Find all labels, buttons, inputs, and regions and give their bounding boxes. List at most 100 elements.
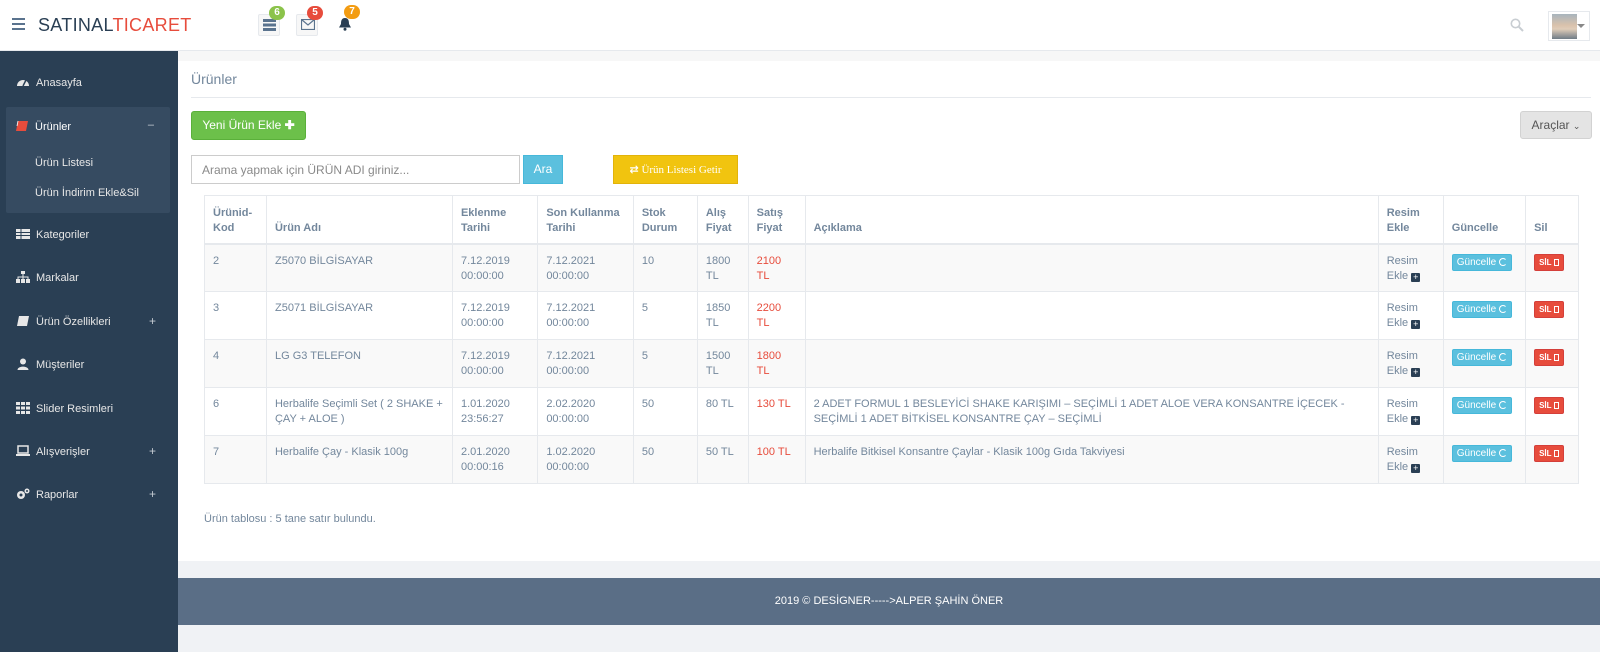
table-row: 6 Herbalife Seçimli Set ( 2 SHAKE + ÇAY … xyxy=(204,387,1579,436)
plus-icon: ✚ xyxy=(284,118,295,132)
user-avatar[interactable] xyxy=(1548,11,1590,41)
sidebar-item-raporlar[interactable]: Raporlar + xyxy=(0,475,178,515)
cell-stock: 50 xyxy=(632,435,698,484)
top-navbar: SATINALTICARET 6 5 7 xyxy=(0,0,1600,51)
cell-update: Güncelle xyxy=(1442,243,1527,292)
cell-add-image: Resim Ekle + xyxy=(1377,387,1444,436)
column-header: Son Kullanma Tarihi xyxy=(537,195,634,245)
trash-icon xyxy=(1553,402,1559,409)
table-icon xyxy=(16,229,30,239)
plus-square-icon: + xyxy=(1411,367,1421,377)
sidebar-item-label: Ürün Özellikleri xyxy=(36,316,111,328)
add-image-link[interactable]: Resim Ekle + xyxy=(1387,350,1421,377)
delete-button[interactable]: SİL xyxy=(1534,253,1564,271)
update-button[interactable]: Güncelle xyxy=(1451,349,1513,366)
sidebar-item-slider-resimleri[interactable]: Slider Resimleri xyxy=(0,389,178,429)
brand-right: TICARET xyxy=(112,15,192,35)
delete-button[interactable]: SİL xyxy=(1534,397,1564,414)
expand-icon[interactable]: + xyxy=(148,487,156,501)
collapse-icon[interactable]: – xyxy=(147,119,154,131)
expand-icon[interactable]: + xyxy=(148,314,156,328)
update-button[interactable]: Güncelle xyxy=(1451,445,1513,462)
row-count-summary: Ürün tablosu : 5 tane satır bulundu. xyxy=(204,513,376,525)
add-product-button[interactable]: Yeni Ürün Ekle ✚ xyxy=(191,111,306,140)
cell-buy-price: 80 TL xyxy=(696,387,749,436)
delete-button[interactable]: SİL xyxy=(1534,301,1564,318)
grid-icon xyxy=(16,402,30,414)
cell-expiry: 2.02.2020 00:00:00 xyxy=(537,387,634,436)
plus-square-icon: + xyxy=(1411,415,1421,425)
table-row: 3 Z5071 BİLGİSAYAR 7.12.2019 00:00:00 7.… xyxy=(204,291,1579,340)
sidebar-subitem-urun-indirim[interactable]: Ürün İndirim Ekle&Sil xyxy=(35,187,139,199)
cell-stock: 5 xyxy=(632,339,698,388)
list-notification[interactable]: 6 xyxy=(258,6,285,36)
sidebar-item-label: Alışverişler xyxy=(36,446,90,458)
cell-add-image: Resim Ekle + xyxy=(1377,339,1444,388)
tools-dropdown-button[interactable]: Araçlar ⌄ xyxy=(1520,111,1592,139)
cell-sell-price: 100 TL xyxy=(747,435,806,484)
bell-notification[interactable]: 7 xyxy=(334,5,360,36)
add-image-link[interactable]: Resim Ekle + xyxy=(1387,398,1421,425)
bell-icon xyxy=(339,18,351,31)
cell-update: Güncelle xyxy=(1442,291,1527,340)
sidebar-item-urun-ozellikleri[interactable]: Ürün Özellikleri + xyxy=(0,302,178,342)
sidebar-item-label: Ürünler xyxy=(35,121,72,133)
tools-label: Araçlar xyxy=(1531,118,1570,132)
update-button[interactable]: Güncelle xyxy=(1451,301,1513,318)
expand-icon[interactable]: + xyxy=(148,444,156,458)
table-row: 7 Herbalife Çay - Klasik 100g 2.01.2020 … xyxy=(204,435,1579,484)
delete-label: SİL xyxy=(1539,257,1552,267)
sidebar-item-kategoriler[interactable]: Kategoriler xyxy=(0,215,178,255)
sitemap-icon xyxy=(16,271,30,283)
update-label: Güncelle xyxy=(1456,304,1497,315)
product-search-input[interactable] xyxy=(191,155,520,184)
cell-update: Güncelle xyxy=(1442,435,1527,484)
refresh-icon xyxy=(1499,257,1508,266)
cell-buy-price: 1800 TL xyxy=(696,243,749,292)
delete-button[interactable]: SİL xyxy=(1534,445,1564,462)
cell-expiry: 7.12.2021 00:00:00 xyxy=(537,291,634,340)
sidebar-item-musteriler[interactable]: Müşteriler xyxy=(0,345,178,385)
sidebar-item-alisverisler[interactable]: Alışverişler + xyxy=(0,432,178,472)
cell-name: Z5070 BİLGİSAYAR xyxy=(265,243,453,292)
get-product-list-button[interactable]: ⇄ Ürün Listesi Getir xyxy=(613,155,738,184)
add-image-link[interactable]: Resim Ekle + xyxy=(1387,255,1421,282)
update-button[interactable]: Güncelle xyxy=(1451,253,1513,271)
cell-stock: 50 xyxy=(632,387,698,436)
cell-delete: SİL xyxy=(1525,339,1579,388)
sidebar-item-markalar[interactable]: Markalar xyxy=(0,258,178,298)
page-title: Ürünler xyxy=(191,71,237,87)
user-icon xyxy=(17,358,29,370)
search-button[interactable]: Ara xyxy=(523,155,563,184)
column-header: Eklenme Tarihi xyxy=(451,195,539,245)
brand-logo[interactable]: SATINALTICARET xyxy=(38,15,192,36)
avatar-image xyxy=(1552,14,1577,39)
cell-stock: 5 xyxy=(632,291,698,340)
cell-id: 6 xyxy=(204,387,267,436)
column-header: Ürünid-Kod xyxy=(204,195,267,245)
column-header: Resim Ekle xyxy=(1377,195,1444,245)
cell-sell-price: 2200 TL xyxy=(747,291,806,340)
divider xyxy=(191,97,1591,98)
cell-description xyxy=(804,243,1379,292)
sidebar-subitem-urun-listesi[interactable]: Ürün Listesi xyxy=(35,157,94,169)
cell-added: 7.12.2019 00:00:00 xyxy=(451,291,539,340)
menu-toggle-icon[interactable] xyxy=(12,18,25,31)
cell-id: 3 xyxy=(204,291,267,340)
footer-credit: 2019 © DESİGNER----->ALPER ŞAHİN ÖNER xyxy=(774,595,1004,607)
add-image-link[interactable]: Resim Ekle + xyxy=(1387,302,1421,329)
cell-name: Z5071 BİLGİSAYAR xyxy=(265,291,453,340)
delete-label: SİL xyxy=(1539,353,1552,362)
products-table: Ürünid-Kod Ürün Adı Eklenme Tarihi Son K… xyxy=(204,195,1579,484)
update-button[interactable]: Güncelle xyxy=(1451,397,1513,414)
add-image-link[interactable]: Resim Ekle + xyxy=(1387,446,1421,473)
search-icon[interactable] xyxy=(1510,18,1524,35)
cell-update: Güncelle xyxy=(1442,387,1527,436)
mail-notification[interactable]: 5 xyxy=(296,6,323,36)
cell-expiry: 1.02.2020 00:00:00 xyxy=(537,435,634,484)
sidebar-item-urunler[interactable]: Ürünler – xyxy=(6,107,170,145)
sidebar-item-anasayfa[interactable]: Anasayfa xyxy=(0,63,178,103)
delete-button[interactable]: SİL xyxy=(1534,349,1564,366)
cell-buy-price: 1500 TL xyxy=(696,339,749,388)
footer: 2019 © DESİGNER----->ALPER ŞAHİN ÖNER xyxy=(178,578,1600,625)
